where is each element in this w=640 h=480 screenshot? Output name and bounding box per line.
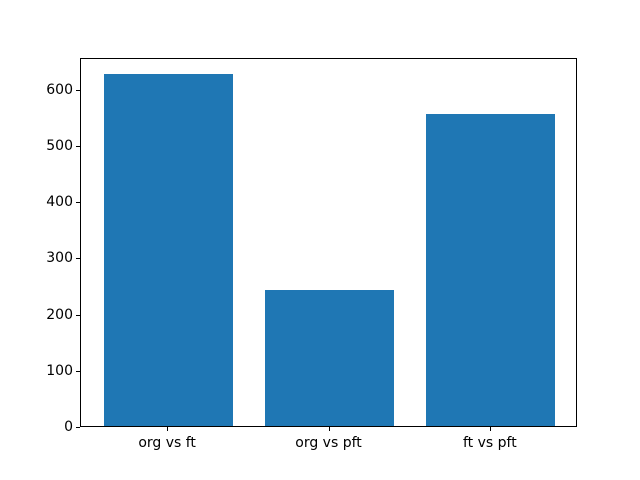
x-tick-label-org-vs-pft: org vs pft [295, 435, 362, 451]
x-tick-mark [489, 427, 491, 431]
bar-ft-vs-pft [426, 113, 556, 426]
y-tick-label-400: 400 [46, 194, 73, 210]
y-tick-label-500: 500 [46, 137, 73, 154]
y-tick-mark [76, 427, 80, 428]
y-tick-label-100: 100 [46, 362, 73, 379]
y-tick-mark [76, 145, 80, 147]
x-tick-label-ft-vs-pft: ft vs pft [463, 435, 517, 451]
y-tick-mark [76, 89, 80, 91]
bar-org-vs-ft [103, 74, 233, 426]
y-tick-mark [76, 202, 80, 203]
y-tick-label-200: 200 [46, 306, 73, 323]
y-tick-label-300: 300 [46, 250, 73, 267]
x-tick-mark [328, 427, 330, 431]
bar-org-vs-pft [264, 289, 395, 426]
plot-area [80, 58, 577, 427]
x-tick-mark [167, 427, 169, 431]
y-tick-label-0: 0 [64, 419, 73, 435]
y-tick-mark [76, 258, 80, 260]
y-tick-label-600: 600 [46, 81, 73, 98]
x-tick-label-org-vs-ft: org vs ft [138, 435, 196, 451]
y-tick-mark [76, 370, 80, 372]
y-tick-mark [76, 314, 80, 316]
